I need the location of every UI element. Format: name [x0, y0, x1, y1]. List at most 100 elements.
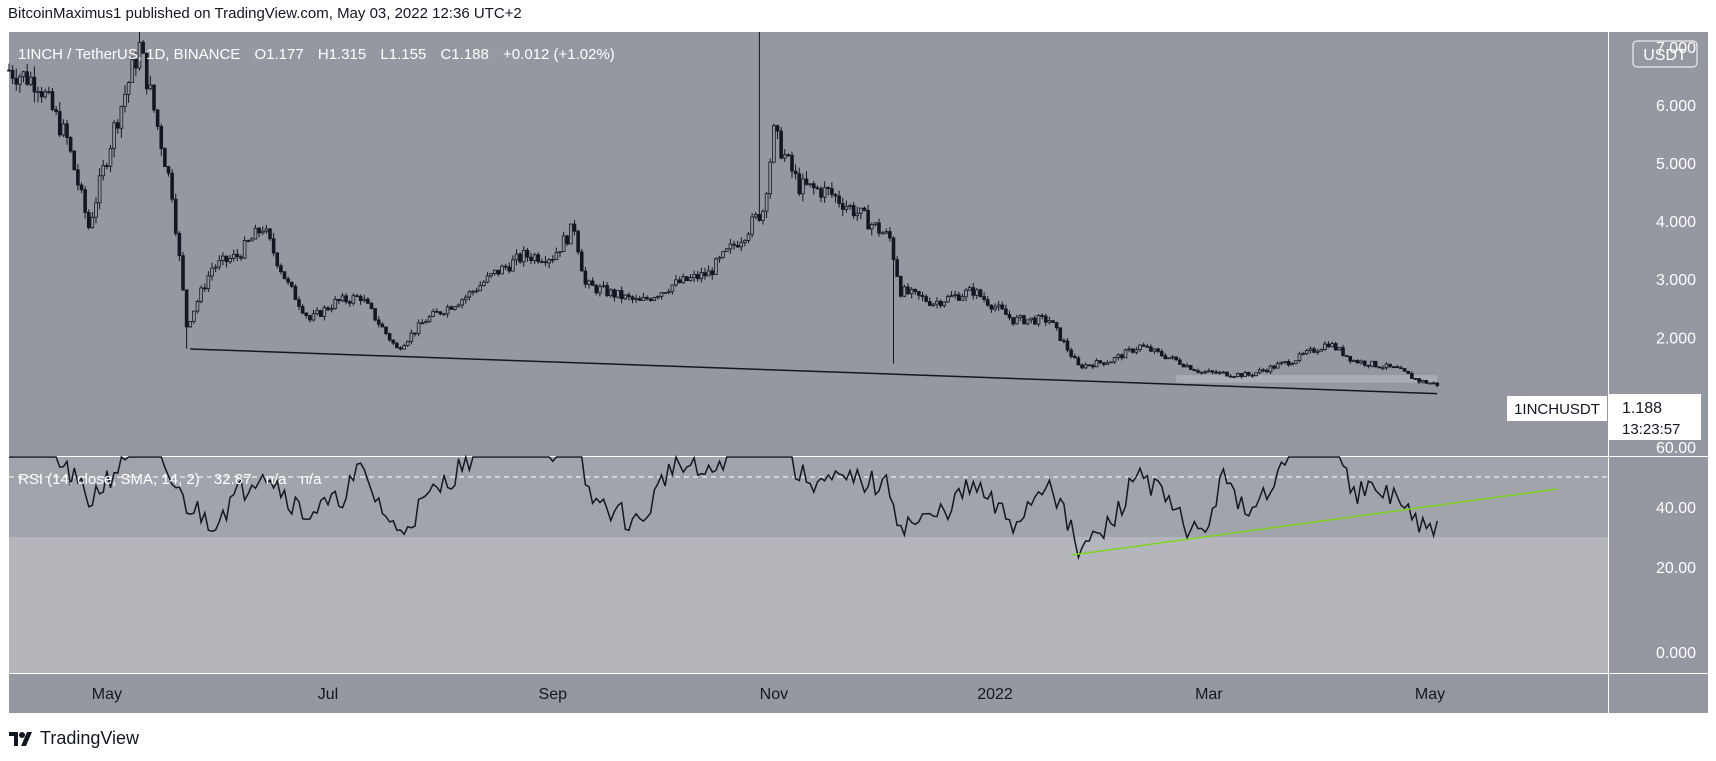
candle-body	[902, 286, 907, 297]
candle-body	[550, 259, 555, 261]
candle-body	[478, 285, 483, 292]
candle-body	[148, 84, 153, 90]
rsi-axis[interactable]	[1609, 457, 1708, 673]
candle-body	[692, 274, 696, 278]
candle-body	[340, 295, 345, 302]
price-tick-label: 3.000	[1656, 272, 1696, 289]
candle-body	[79, 184, 84, 191]
candle-body	[949, 295, 954, 298]
candle-body	[97, 175, 102, 204]
candle-body	[601, 285, 606, 288]
candle-body	[1043, 315, 1048, 323]
candle-body	[1355, 360, 1360, 364]
candle-body	[28, 76, 33, 85]
tradingview-brand[interactable]: TradingView	[8, 728, 139, 749]
candle-body	[993, 306, 997, 310]
candle-body	[790, 154, 794, 172]
candle-body	[543, 261, 548, 264]
candle-body	[656, 296, 660, 298]
rsi-trendline[interactable]	[1071, 488, 1557, 556]
publisher-credit: BitcoinMaximus1 published on TradingView…	[8, 5, 522, 22]
candle-body	[213, 266, 218, 269]
candle-body	[206, 275, 211, 290]
candle-body	[946, 296, 950, 303]
candle-body	[627, 294, 631, 298]
candle-body	[373, 308, 377, 321]
time-axis-ticks: May Jul Sep Nov 2022 Mar May	[92, 686, 1445, 703]
candle-body	[985, 299, 990, 306]
candle-body	[764, 193, 769, 212]
time-tick-label: May	[92, 686, 122, 703]
candle-body	[163, 148, 167, 168]
time-tick-label: Mar	[1195, 686, 1223, 703]
candle-body	[877, 222, 881, 234]
candle-body	[1210, 370, 1215, 373]
candle-body	[173, 198, 178, 234]
candle-body	[960, 296, 965, 301]
candle-body	[344, 295, 348, 303]
candle-body	[503, 265, 508, 268]
candle-body	[797, 173, 802, 195]
candle-body	[424, 321, 428, 324]
candle-body	[1170, 356, 1175, 359]
candle-body	[616, 290, 620, 298]
candle-body	[681, 276, 686, 284]
candle-body	[1326, 343, 1331, 348]
candle-body	[663, 292, 667, 295]
candle-body	[500, 265, 504, 275]
candle-body	[1185, 365, 1189, 368]
candle-body	[311, 313, 316, 321]
candle-body	[170, 172, 174, 200]
candle-body	[1315, 350, 1320, 353]
candle-body	[1174, 356, 1179, 361]
candle-body	[1036, 315, 1041, 325]
candle-body	[434, 310, 439, 313]
candle-body	[1362, 360, 1367, 366]
time-tick-label: Nov	[760, 686, 788, 703]
price-axis-ticks: 7.000 6.000 5.000 4.000 3.000 2.000	[1656, 40, 1696, 348]
candle-body	[485, 275, 490, 283]
candle-body	[869, 224, 874, 230]
candle-body	[453, 306, 457, 310]
symbol-badge-label: 1INCHUSDT	[1514, 401, 1600, 418]
time-axis[interactable]	[9, 673, 1708, 713]
candle-body	[1120, 354, 1124, 359]
price-axis[interactable]	[1609, 32, 1708, 456]
candle-body	[1188, 365, 1193, 370]
candle-body	[670, 284, 675, 293]
candle-body	[808, 183, 812, 186]
candle-body	[347, 301, 352, 304]
tradingview-wordmark: TradingView	[40, 728, 140, 748]
candle-body	[18, 76, 22, 85]
candle-body	[333, 298, 338, 309]
time-tick-label: Sep	[539, 686, 568, 703]
candle-body	[1341, 347, 1345, 356]
candle-body	[155, 109, 160, 127]
candle-body	[1417, 378, 1421, 383]
rsi-legend-na2: n/a	[301, 471, 323, 488]
last-price: 1.188	[1622, 400, 1662, 417]
candle-body	[1149, 346, 1153, 352]
candle-body	[482, 281, 486, 286]
candle-body	[1138, 344, 1142, 351]
candle-body	[366, 298, 370, 304]
candle-body	[920, 294, 925, 298]
candle-body	[271, 238, 276, 254]
candle-body	[1159, 351, 1164, 357]
candle-body	[909, 288, 914, 295]
candle-body	[315, 310, 319, 315]
candle-body	[978, 289, 983, 297]
price-pane[interactable]	[9, 32, 1608, 456]
candle-body	[645, 297, 649, 300]
candle-body	[648, 298, 653, 301]
currency-badge[interactable]	[1632, 40, 1698, 68]
candle-body	[1196, 370, 1200, 373]
support-zone	[1176, 375, 1438, 383]
candle-body	[529, 256, 533, 261]
candle-body	[282, 271, 287, 280]
support-trendline[interactable]	[190, 348, 1438, 395]
candle-body	[1033, 317, 1037, 325]
candle-body	[1112, 357, 1117, 363]
candle-body	[750, 216, 754, 235]
